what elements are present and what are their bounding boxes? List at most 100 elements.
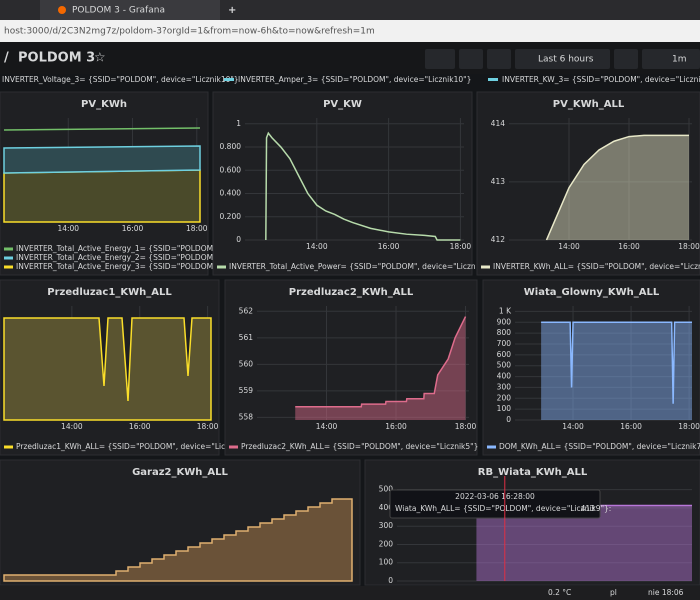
legend-item[interactable]: INVERTER_Total_Active_Energy_3= {SSID="P… bbox=[16, 262, 262, 271]
panel bbox=[476, 91, 700, 276]
x-tick-label: 16:00 bbox=[385, 422, 407, 431]
dashboard-title[interactable]: POLDOM 3 bbox=[18, 51, 95, 66]
panel-title[interactable]: Garaz2_KWh_ALL bbox=[132, 467, 228, 478]
series-area bbox=[541, 322, 692, 420]
time-range: Last 6 hours bbox=[538, 55, 594, 65]
legend-item[interactable]: INVERTER_Total_Active_Power= {SSID="POLD… bbox=[229, 262, 476, 271]
y-tick-label: 500 bbox=[379, 485, 394, 494]
y-tick-label: 558 bbox=[239, 412, 254, 421]
x-tick-label: 16:00 bbox=[122, 224, 144, 233]
legend-item[interactable]: Przedluzac2_KWh_ALL= {SSID="POLDOM", dev… bbox=[241, 442, 478, 451]
legend-swatch bbox=[224, 78, 234, 81]
legend-item[interactable]: INVERTER_Total_Active_Energy_1= {SSID="P… bbox=[16, 244, 262, 253]
legend-swatch bbox=[229, 445, 238, 449]
panel bbox=[224, 279, 478, 456]
y-tick-label: 414 bbox=[491, 119, 506, 128]
y-tick-label: 300 bbox=[497, 382, 512, 391]
tab-icon bbox=[58, 6, 66, 14]
panel-title[interactable]: PV_KWh bbox=[81, 99, 127, 110]
add-panel-button[interactable] bbox=[425, 49, 455, 69]
series-line bbox=[265, 131, 461, 241]
legend-swatch bbox=[4, 247, 13, 251]
x-tick-label: 14:00 bbox=[562, 422, 584, 431]
panel-title[interactable]: Przedluzac1_KWh_ALL bbox=[47, 287, 172, 298]
legend-swatch bbox=[481, 265, 490, 269]
tab-title: POLDOM 3 - Grafana bbox=[72, 6, 165, 16]
legend-item[interactable]: INVERTER_KWh_ALL= {SSID="POLDOM", device… bbox=[493, 262, 700, 271]
y-tick-label: 0 bbox=[236, 235, 241, 244]
panel-title[interactable]: PV_KW bbox=[323, 99, 362, 110]
y-tick-label: 200 bbox=[497, 393, 512, 402]
y-tick-label: 100 bbox=[497, 404, 512, 413]
new-tab[interactable]: + bbox=[228, 5, 236, 16]
panel-title[interactable]: Wiata_Glowny_KWh_ALL bbox=[524, 287, 660, 298]
address-bar bbox=[0, 20, 700, 42]
tooltip-value: 413 bbox=[581, 504, 596, 513]
clock: nie 18:06 bbox=[648, 588, 684, 597]
legend-item[interactable]: DOM_KWh_ALL= {SSID="POLDOM", device="Lic… bbox=[499, 442, 700, 451]
y-tick-label: 0 bbox=[388, 576, 393, 585]
x-tick-label: 14:00 bbox=[558, 242, 580, 251]
panel bbox=[212, 91, 473, 276]
series-line bbox=[295, 316, 467, 408]
zoom-out-button[interactable] bbox=[614, 49, 638, 69]
top-legend-item: INVERTER_Amper_3= {SSID="POLDOM", device… bbox=[238, 75, 471, 84]
legend-item[interactable]: Przedluzac1_KWh_ALL= {SSID="POLDOM", dev… bbox=[16, 442, 253, 451]
temperature: 0.2 °C bbox=[548, 588, 571, 597]
y-tick-label: 0.400 bbox=[220, 189, 242, 198]
x-tick-label: 18:00 bbox=[186, 224, 208, 233]
x-tick-label: 14:00 bbox=[57, 224, 79, 233]
x-tick-label: 18:00 bbox=[678, 242, 700, 251]
legend-swatch bbox=[487, 445, 496, 449]
panel-title[interactable]: Przedluzac2_KWh_ALL bbox=[289, 287, 414, 298]
y-tick-label: 0.800 bbox=[220, 142, 242, 151]
y-tick-label: 100 bbox=[379, 558, 394, 567]
x-tick-label: 16:00 bbox=[620, 422, 642, 431]
url[interactable]: host:3000/d/2C3N2mg7z/poldom-3?orgId=1&f… bbox=[4, 27, 375, 37]
y-tick-label: 0.200 bbox=[220, 212, 242, 221]
series-area bbox=[476, 505, 692, 581]
y-tick-label: 1 K bbox=[499, 306, 512, 315]
y-tick-label: 700 bbox=[497, 339, 512, 348]
x-tick-label: 18:00 bbox=[455, 422, 477, 431]
series-line bbox=[3, 498, 353, 582]
x-tick-label: 14:00 bbox=[61, 422, 83, 431]
series-line bbox=[545, 134, 689, 241]
panel-title[interactable]: PV_KWh_ALL bbox=[553, 99, 625, 110]
x-tick-label: 14:00 bbox=[316, 422, 338, 431]
panel bbox=[482, 279, 700, 456]
legend-swatch bbox=[4, 265, 13, 269]
save-button[interactable] bbox=[459, 49, 483, 69]
y-tick-label: 412 bbox=[491, 235, 506, 244]
y-tick-label: 562 bbox=[239, 306, 254, 315]
series-line bbox=[541, 321, 692, 404]
series-line bbox=[3, 317, 212, 421]
series-line bbox=[3, 127, 201, 131]
refresh-picker[interactable] bbox=[642, 49, 700, 69]
x-tick-label: 16:00 bbox=[129, 422, 151, 431]
tooltip bbox=[389, 489, 601, 519]
browser-tab[interactable] bbox=[40, 0, 220, 20]
y-tick-label: 560 bbox=[239, 359, 254, 368]
y-tick-label: 800 bbox=[497, 328, 512, 337]
y-tick-label: 1 bbox=[236, 119, 241, 128]
series-line bbox=[3, 169, 201, 223]
legend-swatch bbox=[488, 78, 498, 81]
x-tick-label: 16:00 bbox=[618, 242, 640, 251]
star-icon[interactable]: ☆ bbox=[94, 51, 106, 66]
legend-item[interactable]: INVERTER_Total_Active_Energy_2= {SSID="P… bbox=[16, 253, 262, 262]
panel-title[interactable]: RB_Wiata_KWh_ALL bbox=[478, 467, 588, 478]
x-tick-label: 18:00 bbox=[197, 422, 219, 431]
settings-button[interactable] bbox=[487, 49, 511, 69]
series-area bbox=[546, 135, 689, 240]
legend-swatch bbox=[4, 445, 13, 449]
y-tick-label: 559 bbox=[239, 386, 254, 395]
language[interactable]: pl bbox=[610, 588, 617, 597]
time-picker[interactable] bbox=[515, 49, 610, 69]
y-tick-label: 200 bbox=[379, 539, 394, 548]
tooltip-time: 2022-03-06 16:28:00 bbox=[455, 492, 535, 501]
top-legend-item: INVERTER_KW_3= {SSID="POLDOM", device="L… bbox=[502, 75, 700, 84]
y-tick-label: 600 bbox=[497, 350, 512, 359]
y-tick-label: 400 bbox=[379, 503, 394, 512]
